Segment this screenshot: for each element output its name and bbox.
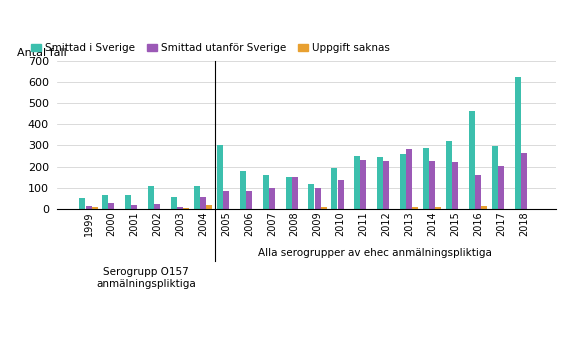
Bar [79,198,86,209]
Bar [412,207,418,209]
Bar [154,204,160,209]
Text: Alla serogrupper av ehec anmälningspliktiga: Alla serogrupper av ehec anmälningsplikt… [258,248,492,258]
Bar [148,186,154,209]
Text: Antal fall: Antal fall [17,48,66,58]
Legend: Smittad i Sverige, Smittad utanför Sverige, Uppgift saknas: Smittad i Sverige, Smittad utanför Sveri… [27,39,394,58]
Bar [246,191,252,209]
Bar [498,166,504,209]
Bar [321,207,327,209]
Bar [481,206,487,209]
Bar [240,171,246,209]
Bar [400,154,406,209]
Bar [86,206,91,209]
Bar [407,149,412,209]
Bar [217,145,223,209]
Bar [331,167,337,209]
Bar [446,141,452,209]
Bar [269,188,275,209]
Bar [423,148,429,209]
Bar [125,195,131,209]
Bar [429,161,435,209]
Bar [354,156,360,209]
Bar [102,195,108,209]
Bar [206,205,212,209]
Bar [315,188,320,209]
Bar [383,161,390,209]
Bar [515,76,521,209]
Bar [469,111,475,209]
Bar [377,157,383,209]
Bar [452,162,458,209]
Text: Serogrupp O157
anmälningspliktiga: Serogrupp O157 anmälningspliktiga [96,267,196,289]
Bar [223,191,229,209]
Bar [263,175,269,209]
Bar [194,186,200,209]
Bar [286,177,291,209]
Bar [475,176,481,209]
Bar [171,197,177,209]
Bar [183,208,189,209]
Bar [108,203,115,209]
Bar [177,207,183,209]
Bar [521,153,527,209]
Bar [292,177,298,209]
Bar [337,180,344,209]
Bar [200,197,206,209]
Bar [132,205,137,209]
Bar [92,207,98,209]
Bar [361,160,366,209]
Bar [492,146,498,209]
Bar [435,207,441,209]
Bar [308,184,315,209]
